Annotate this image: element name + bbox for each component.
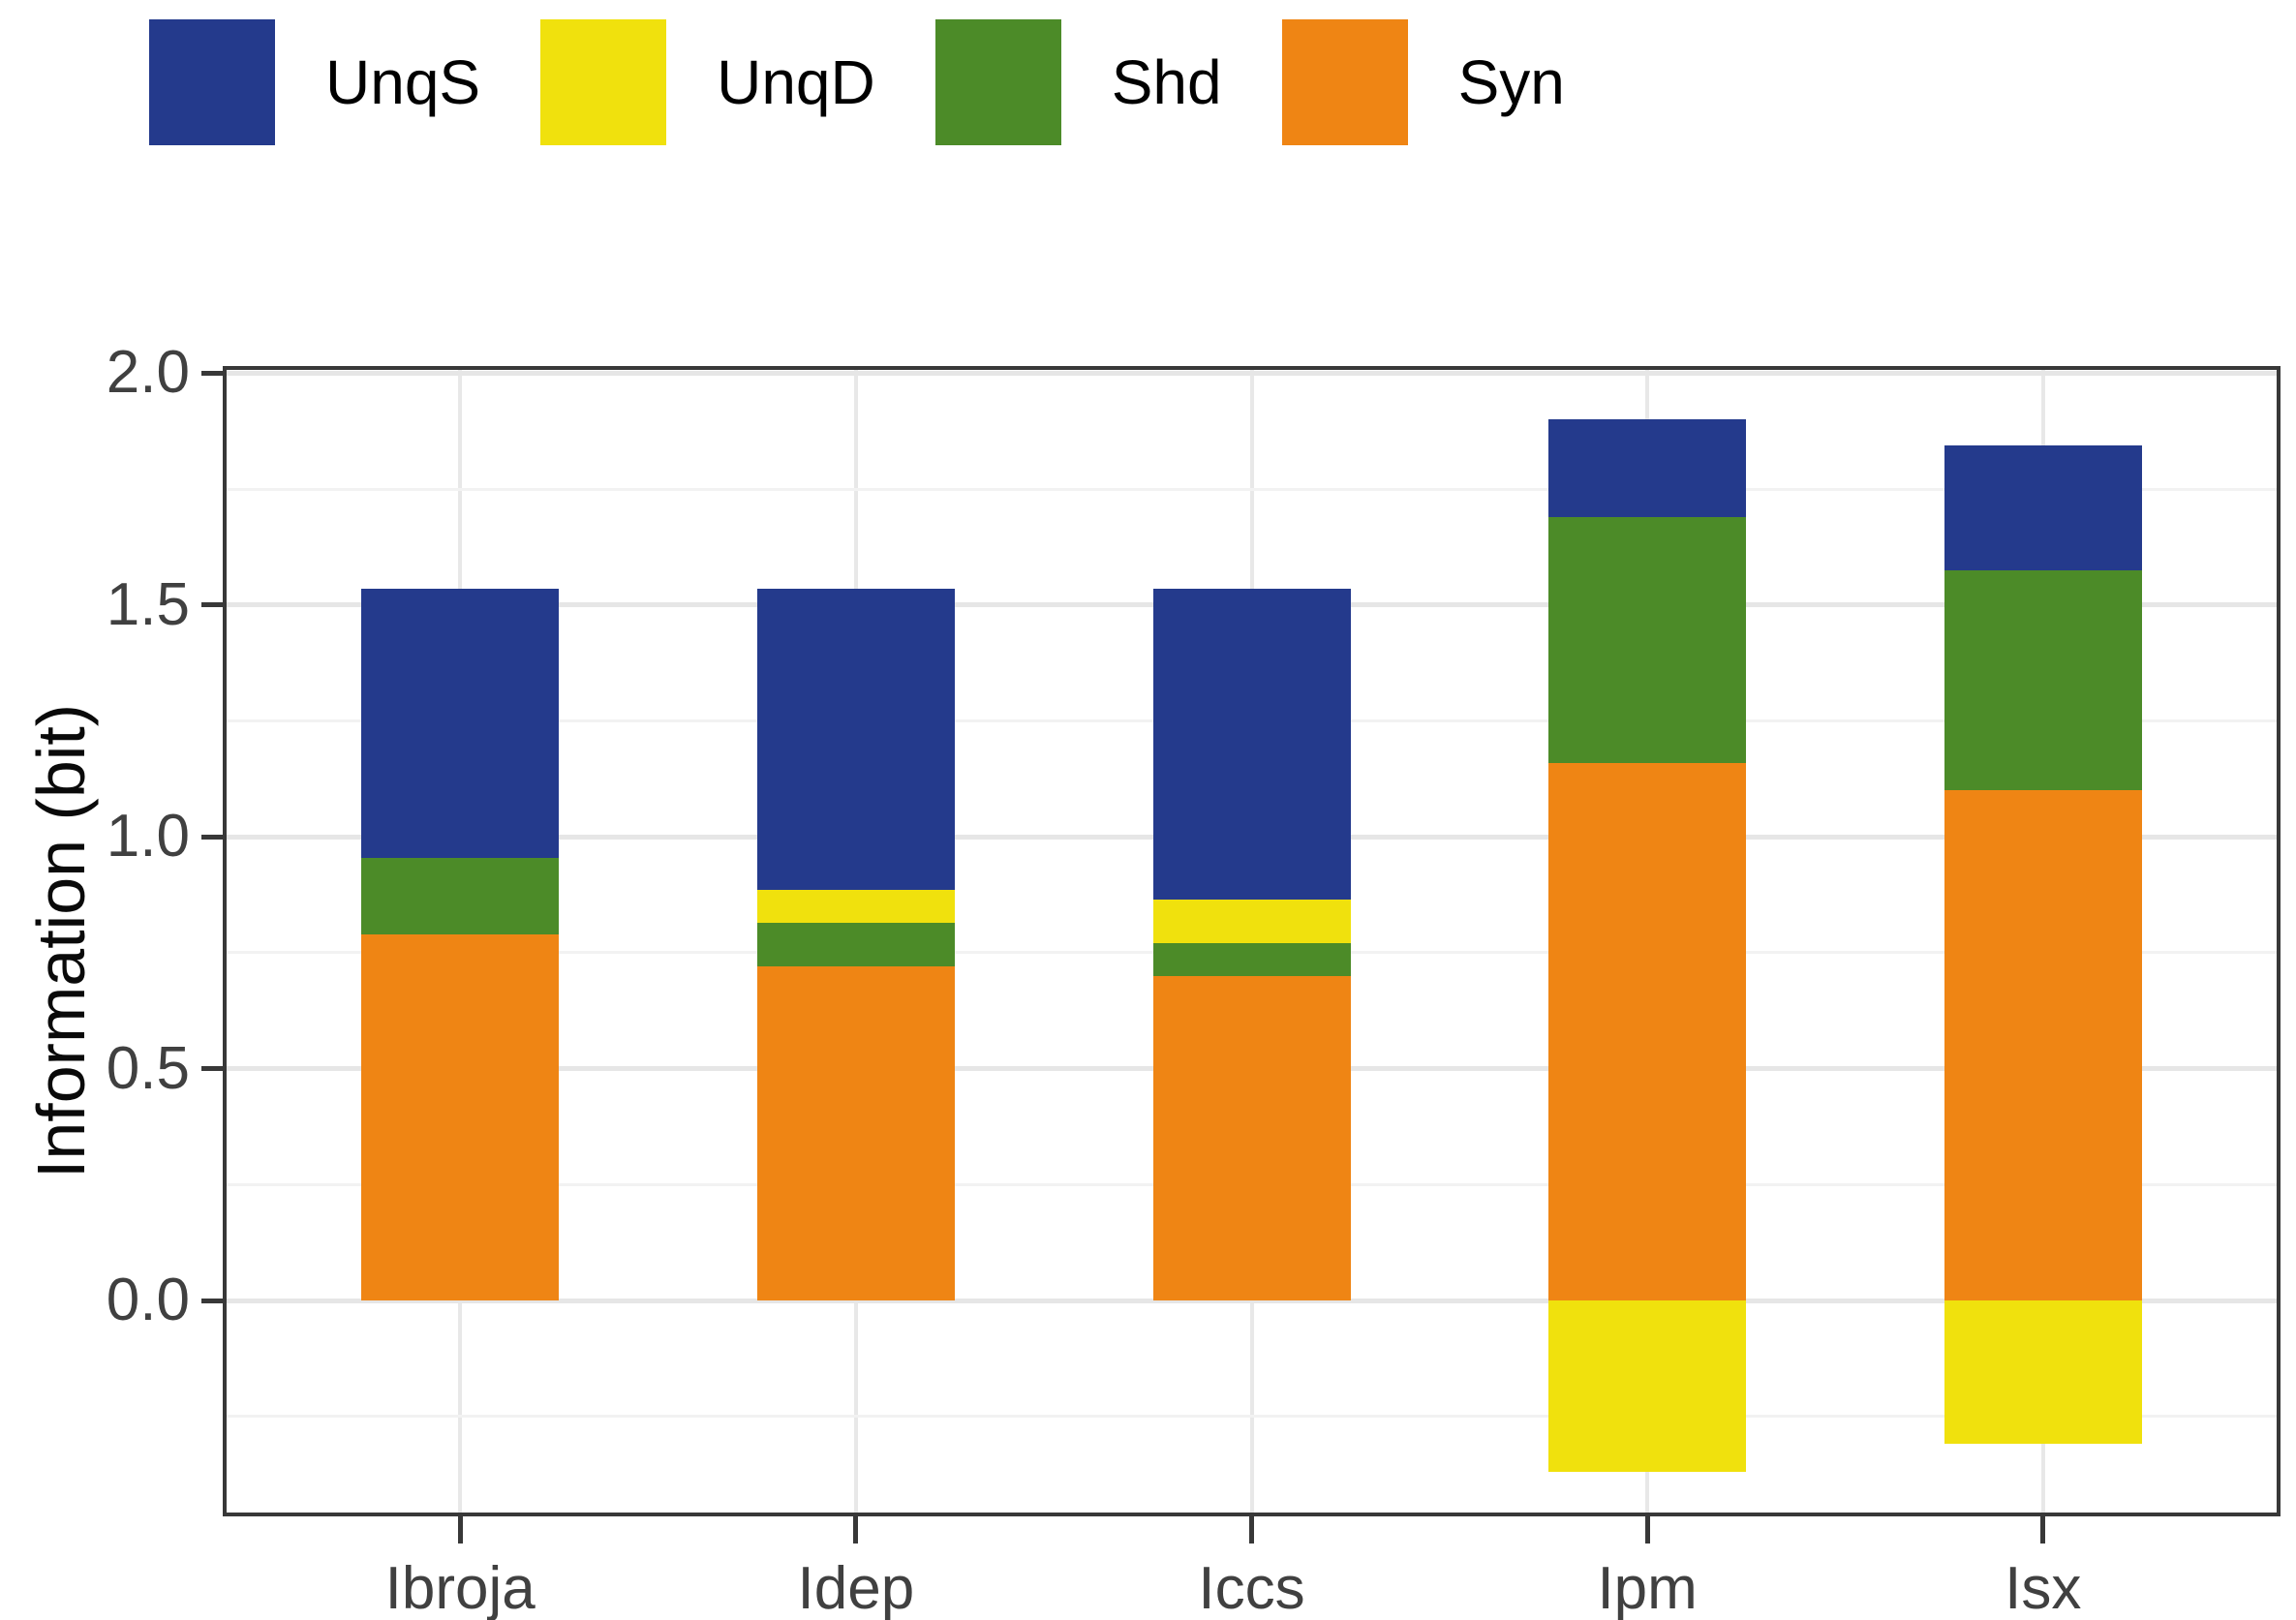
bar-segment-unqd-idep [756, 890, 955, 923]
legend-item-unqs: UnqS [149, 19, 480, 145]
x-tick-mark [853, 1516, 859, 1544]
y-gridline-minor [227, 487, 2277, 491]
x-tick-mark [1644, 1516, 1650, 1544]
legend-swatch-syn [1281, 19, 1408, 145]
y-tick-mark [201, 602, 223, 608]
bar-segment-unqs-ibroja [361, 589, 560, 858]
y-tick-mark [201, 834, 223, 840]
bar-segment-shd-iccs [1152, 943, 1351, 976]
y-tick-label: 1.0 [106, 803, 190, 871]
x-tick-label-isx: Isx [2005, 1555, 2082, 1620]
bar-segment-unqd-iccs [1152, 899, 1351, 944]
y-gridline-major [227, 1298, 2277, 1303]
bar-segment-unqd-ipm [1548, 1300, 1747, 1473]
bar-segment-shd-idep [756, 922, 955, 967]
y-axis-title-wrap: Information (bit) [17, 366, 105, 1516]
y-gridline-minor [227, 1415, 2277, 1419]
y-tick-label: 1.5 [106, 570, 190, 638]
legend-item-syn: Syn [1281, 19, 1565, 145]
bar-segment-syn-iccs [1152, 975, 1351, 1300]
bar-segment-unqs-ipm [1548, 419, 1747, 517]
y-gridline-major [227, 370, 2277, 376]
legend-swatch-unqd [540, 19, 667, 145]
legend-label-unqs: UnqS [325, 47, 481, 117]
x-tick-label-ipm: Ipm [1597, 1555, 1698, 1620]
legend-swatch-shd [934, 19, 1061, 145]
bar-segment-syn-idep [756, 966, 955, 1300]
x-tick-label-ibroja: Ibroja [384, 1555, 536, 1620]
y-tick-label: 0.0 [106, 1267, 190, 1333]
y-axis-title: Information (bit) [23, 703, 100, 1179]
y-tick-mark [201, 1298, 223, 1303]
chart-panel [223, 366, 2281, 1516]
x-tick-label-idep: Idep [797, 1555, 915, 1620]
y-tick-label: 0.5 [106, 1034, 190, 1102]
y-tick-mark [201, 1066, 223, 1072]
bar-segment-unqs-idep [756, 589, 955, 891]
legend-item-shd: Shd [934, 19, 1222, 145]
legend-label-unqd: UnqD [717, 47, 875, 117]
bar-segment-unqs-isx [1944, 444, 2142, 570]
bar-segment-syn-ipm [1548, 762, 1747, 1300]
x-tick-mark [2040, 1516, 2046, 1544]
bar-segment-unqd-isx [1944, 1300, 2142, 1445]
bar-segment-shd-ipm [1548, 516, 1747, 763]
legend-swatch-unqs [149, 19, 275, 145]
legend-label-syn: Syn [1457, 47, 1565, 117]
bar-segment-syn-ibroja [361, 933, 560, 1300]
y-tick-label: 2.0 [106, 339, 190, 407]
bar-segment-shd-ibroja [361, 857, 560, 934]
bar-segment-unqs-iccs [1152, 589, 1351, 900]
x-tick-label-iccs: Iccs [1198, 1555, 1305, 1620]
bar-segment-shd-isx [1944, 569, 2142, 791]
bar-segment-syn-isx [1944, 790, 2142, 1300]
legend-item-unqd: UnqD [540, 19, 875, 145]
y-tick-mark [201, 370, 223, 376]
x-tick-mark [457, 1516, 463, 1544]
legend-label-shd: Shd [1111, 47, 1222, 117]
legend: UnqS UnqD Shd Syn [149, 19, 1565, 145]
x-tick-mark [1249, 1516, 1254, 1544]
